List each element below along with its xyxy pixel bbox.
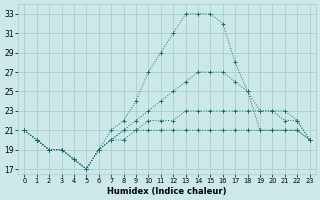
X-axis label: Humidex (Indice chaleur): Humidex (Indice chaleur): [107, 187, 227, 196]
